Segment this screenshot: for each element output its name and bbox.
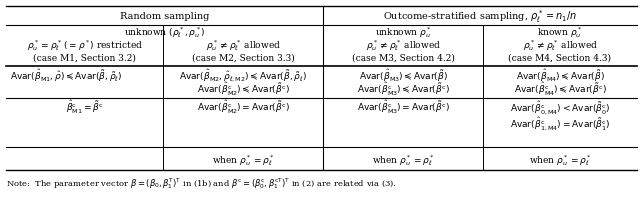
Text: (case M2, Section 3.3): (case M2, Section 3.3)	[192, 54, 294, 63]
Text: $\mathrm{Avar}(\hat{\beta}^{\mathrm{c}}_{\mathrm{M3}}) \preceq \mathrm{Avar}(\ti: $\mathrm{Avar}(\hat{\beta}^{\mathrm{c}}_…	[357, 81, 449, 98]
Text: $\mathrm{Avar}(\hat{\beta}^{\mathrm{c}}_{\mathrm{M2}}) \preceq \mathrm{Avar}(\ti: $\mathrm{Avar}(\hat{\beta}^{\mathrm{c}}_…	[197, 81, 289, 98]
Text: unknown $(\rho_\ell^*, \rho_u^*)$: unknown $(\rho_\ell^*, \rho_u^*)$	[124, 25, 205, 40]
Text: Outcome-stratified sampling, $\rho_\ell^* = n_1/n$: Outcome-stratified sampling, $\rho_\ell^…	[383, 8, 577, 25]
Text: $\rho_u^* = \rho_\ell^*\,(=\rho^*)$ restricted: $\rho_u^* = \rho_\ell^*\,(=\rho^*)$ rest…	[27, 38, 143, 53]
Text: (case M3, Section 4.2): (case M3, Section 4.2)	[352, 54, 454, 63]
Text: (case M4, Section 4.3): (case M4, Section 4.3)	[509, 54, 611, 63]
Text: $\mathrm{Avar}(\hat{\beta}^{\mathrm{c}}_{0,\mathrm{M4}}) < \mathrm{Avar}(\tilde{: $\mathrm{Avar}(\hat{\beta}^{\mathrm{c}}_…	[509, 99, 611, 116]
Text: $\hat{\beta}^{\mathrm{c}}_{\mathrm{M1}} = \tilde{\beta}^{\mathrm{c}}$: $\hat{\beta}^{\mathrm{c}}_{\mathrm{M1}} …	[66, 99, 104, 116]
Text: $\mathrm{Avar}(\hat{\beta}_{\mathrm{M1}},\hat{\rho}) \preceq \mathrm{Avar}(\tild: $\mathrm{Avar}(\hat{\beta}_{\mathrm{M1}}…	[10, 68, 122, 84]
Text: $\rho_u^* \neq \rho_\ell^*$ allowed: $\rho_u^* \neq \rho_\ell^*$ allowed	[365, 38, 441, 53]
Text: $\mathrm{Avar}(\hat{\beta}^{\mathrm{c}}_{\mathrm{M2}}) = \mathrm{Avar}(\tilde{\b: $\mathrm{Avar}(\hat{\beta}^{\mathrm{c}}_…	[197, 99, 289, 116]
Text: $\mathrm{Avar}(\hat{\beta}^{\mathrm{c}}_{\mathrm{M3}}) = \mathrm{Avar}(\tilde{\b: $\mathrm{Avar}(\hat{\beta}^{\mathrm{c}}_…	[357, 99, 449, 116]
Text: Random sampling: Random sampling	[120, 12, 209, 21]
Text: unknown $\rho_u^*$: unknown $\rho_u^*$	[374, 25, 432, 40]
Text: (case M1, Section 3.2): (case M1, Section 3.2)	[33, 54, 136, 63]
Text: when $\rho_u^* = \rho_\ell^*$: when $\rho_u^* = \rho_\ell^*$	[212, 153, 275, 168]
Text: $\mathrm{Avar}(\hat{\beta}_{\mathrm{M3}}) \preceq \mathrm{Avar}(\tilde{\beta})$: $\mathrm{Avar}(\hat{\beta}_{\mathrm{M3}}…	[358, 68, 448, 84]
Text: $\mathrm{Avar}(\hat{\beta}_{\mathrm{M2}},\hat{\rho}_{\ell,\mathrm{M2}}) \preceq : $\mathrm{Avar}(\hat{\beta}_{\mathrm{M2}}…	[179, 68, 307, 84]
Text: $\rho_u^* \neq \rho_\ell^*$ allowed: $\rho_u^* \neq \rho_\ell^*$ allowed	[522, 38, 598, 53]
Text: known $\rho_u^*$: known $\rho_u^*$	[538, 25, 582, 40]
Text: $\mathrm{Avar}(\hat{\beta}_{\mathrm{M4}}) \preceq \mathrm{Avar}(\tilde{\beta})$: $\mathrm{Avar}(\hat{\beta}_{\mathrm{M4}}…	[515, 68, 605, 84]
Text: when $\rho_u^* = \rho_\ell^*$: when $\rho_u^* = \rho_\ell^*$	[529, 153, 591, 168]
Text: $\mathrm{Avar}(\hat{\beta}^{\mathrm{c}}_{\mathrm{M4}}) \preceq \mathrm{Avar}(\ti: $\mathrm{Avar}(\hat{\beta}^{\mathrm{c}}_…	[514, 81, 606, 98]
Text: $\rho_u^* \neq \rho_\ell^*$ allowed: $\rho_u^* \neq \rho_\ell^*$ allowed	[205, 38, 281, 53]
Text: when $\rho_u^* = \rho_\ell^*$: when $\rho_u^* = \rho_\ell^*$	[372, 153, 435, 168]
Text: $\mathrm{Avar}(\hat{\beta}^{\mathrm{c}}_{1,\mathrm{M4}}) = \mathrm{Avar}(\tilde{: $\mathrm{Avar}(\hat{\beta}^{\mathrm{c}}_…	[509, 115, 611, 132]
Text: Note:  The parameter vector $\beta = (\beta_0, \beta_1^{\mathrm{T}})^{\mathrm{T}: Note: The parameter vector $\beta = (\be…	[6, 176, 397, 191]
